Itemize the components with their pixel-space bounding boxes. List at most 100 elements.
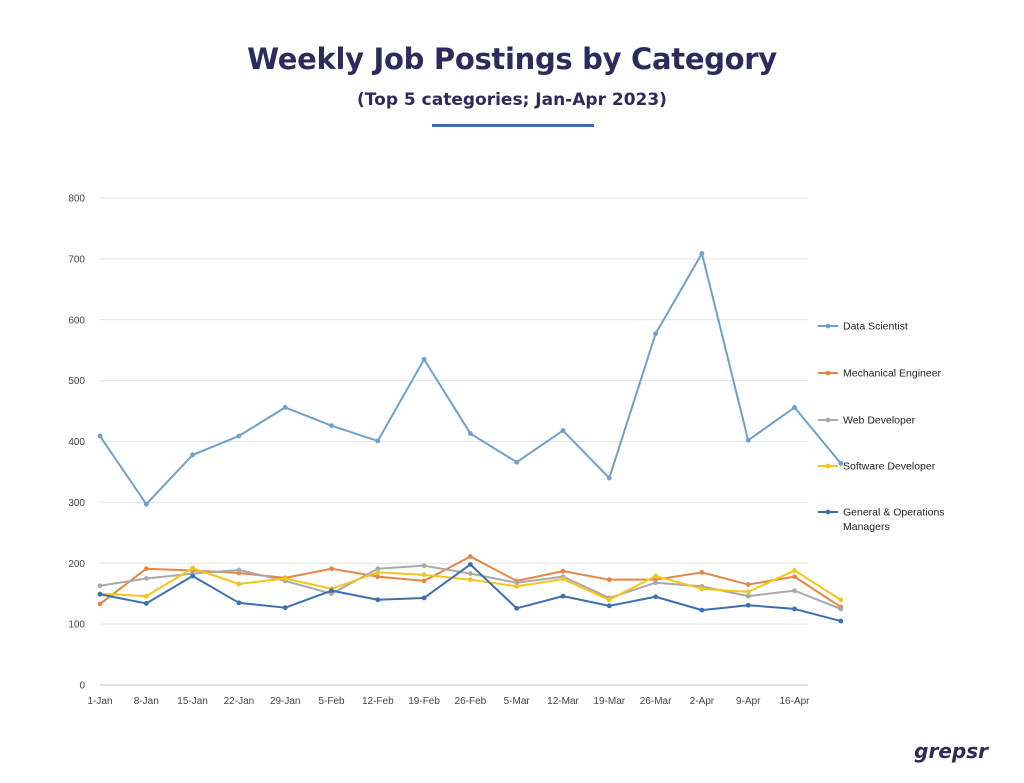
x-tick-label: 15-Jan <box>177 696 208 707</box>
data-point <box>653 331 658 337</box>
data-point <box>282 605 288 611</box>
data-point <box>236 581 242 587</box>
data-point <box>236 600 242 606</box>
data-point <box>143 566 149 572</box>
data-point <box>468 562 473 567</box>
data-point <box>653 594 658 600</box>
data-point <box>375 566 381 572</box>
x-tick-label: 2-Apr <box>690 696 715 707</box>
data-point <box>792 405 797 410</box>
x-tick-label: 19-Mar <box>593 696 625 707</box>
y-tick-label: 700 <box>68 254 85 265</box>
x-tick-label: 26-Feb <box>455 696 487 707</box>
chart-subtitle: (Top 5 categories; Jan-Apr 2023) <box>357 90 667 110</box>
legend-label: Web Developer <box>843 415 916 427</box>
legend-marker <box>825 370 831 376</box>
data-point <box>606 597 612 603</box>
data-point <box>560 593 566 599</box>
data-point <box>514 459 520 465</box>
y-tick-label: 200 <box>68 559 85 570</box>
data-point <box>792 606 797 612</box>
y-tick-label: 400 <box>68 437 85 448</box>
data-point <box>329 423 334 429</box>
x-tick-label: 5-Mar <box>504 696 531 707</box>
data-point <box>421 356 427 362</box>
data-point <box>421 563 427 569</box>
chart-title: Weekly Job Postings by Category <box>247 42 777 76</box>
data-point <box>421 595 427 601</box>
x-tick-label: 5-Feb <box>318 696 345 707</box>
data-point <box>514 605 520 611</box>
data-point <box>745 589 751 595</box>
data-point <box>792 568 797 573</box>
data-point <box>514 583 520 589</box>
data-point <box>143 576 149 581</box>
data-point <box>97 591 103 597</box>
data-point <box>329 566 334 572</box>
data-point <box>282 576 288 581</box>
data-point <box>97 433 103 439</box>
data-point <box>514 580 520 586</box>
legend-label: General & Operations <box>843 507 945 519</box>
data-point <box>282 405 288 410</box>
data-point <box>699 607 705 613</box>
legend-label: Data Scientist <box>843 321 908 333</box>
data-point <box>792 574 797 580</box>
x-tick-label: 1-Jan <box>87 696 112 707</box>
data-point <box>190 573 196 579</box>
data-point <box>97 583 103 589</box>
data-point <box>468 571 473 576</box>
data-point <box>560 576 566 582</box>
data-point <box>699 569 705 575</box>
y-tick-label: 500 <box>68 376 85 387</box>
data-point <box>375 569 381 575</box>
x-tick-label: 29-Jan <box>270 696 301 707</box>
data-point <box>421 572 427 578</box>
data-point <box>745 602 751 608</box>
x-tick-label: 22-Jan <box>224 696 255 707</box>
data-point <box>606 475 612 481</box>
data-point <box>745 593 751 599</box>
data-point <box>560 568 566 574</box>
title-underline <box>432 124 594 127</box>
data-point <box>838 461 844 466</box>
data-point <box>745 437 751 443</box>
data-point <box>143 601 149 606</box>
y-tick-label: 800 <box>68 194 85 205</box>
data-point <box>792 588 797 594</box>
y-tick-label: 300 <box>68 498 85 509</box>
data-point <box>421 578 427 584</box>
x-tick-label: 12-Feb <box>362 696 394 707</box>
data-point <box>468 554 473 559</box>
legend-marker <box>825 509 831 515</box>
data-point <box>838 606 844 612</box>
x-tick-label: 12-Mar <box>547 696 579 707</box>
data-point <box>468 577 473 583</box>
legend-label: Software Developer <box>843 461 936 473</box>
legend-label: Managers <box>843 521 890 533</box>
data-point <box>375 597 381 603</box>
legend-marker <box>825 463 831 469</box>
data-point <box>97 601 103 607</box>
legend-label: Mechanical Engineer <box>843 368 942 380</box>
data-point <box>653 580 658 586</box>
y-tick-label: 100 <box>68 620 85 631</box>
legend-marker <box>825 323 831 329</box>
data-point <box>699 250 705 256</box>
data-point <box>468 431 473 436</box>
data-point <box>190 565 196 571</box>
data-point <box>236 433 242 439</box>
data-point <box>236 567 242 573</box>
x-tick-label: 16-Apr <box>779 696 810 707</box>
data-point <box>329 588 334 594</box>
data-point <box>653 573 658 579</box>
x-tick-label: 8-Jan <box>134 696 159 707</box>
data-point <box>699 586 705 592</box>
data-point <box>560 428 566 433</box>
data-point <box>375 438 381 444</box>
y-tick-label: 600 <box>68 315 85 326</box>
x-tick-label: 26-Mar <box>640 696 672 707</box>
data-point <box>745 582 751 587</box>
data-point <box>375 574 381 580</box>
